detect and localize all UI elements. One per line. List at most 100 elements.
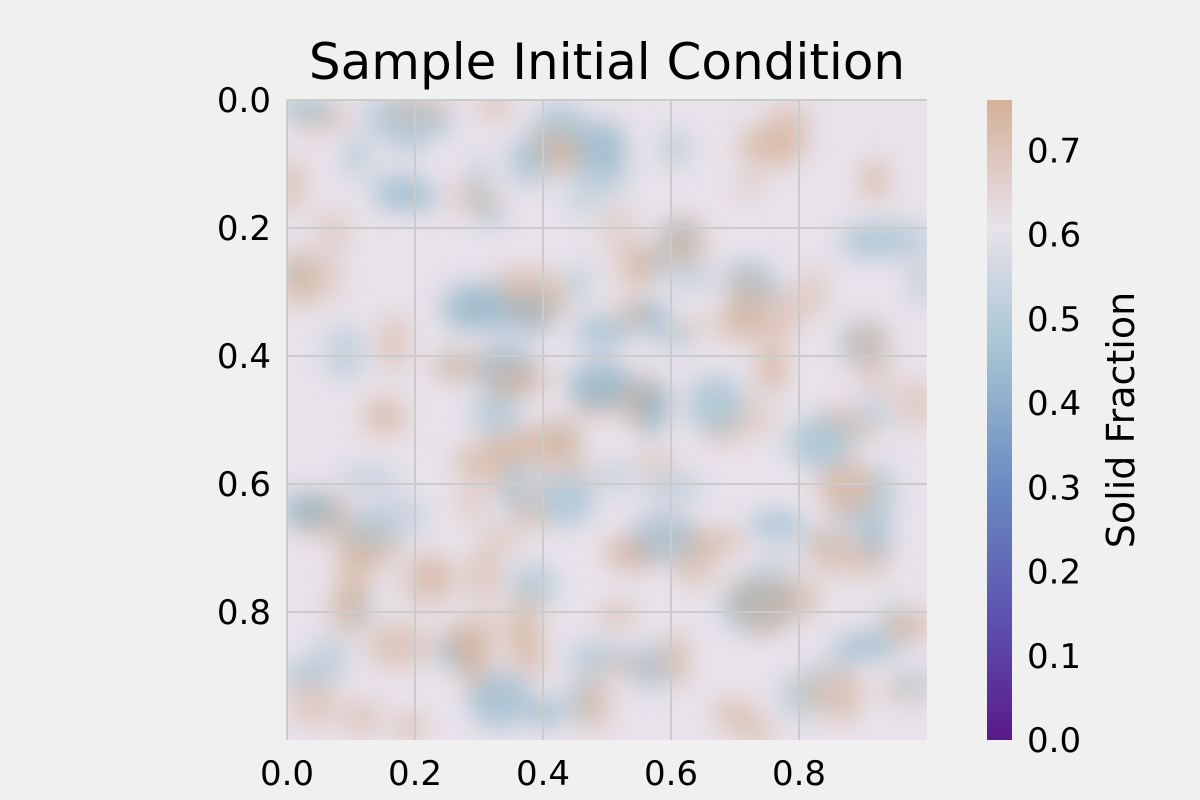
heatmap-cool-patch (909, 257, 927, 306)
heatmap-warm-patch (576, 676, 612, 732)
heatmap-warm-patch (341, 698, 382, 738)
y-tick-label: 0.8 (217, 593, 271, 633)
heatmap-warm-patch (287, 249, 322, 306)
heatmap-warm-patch (526, 421, 583, 463)
heatmap-cool-patch (573, 314, 631, 351)
heatmap-cool-patch (754, 545, 798, 575)
heatmap-cool-patch (787, 415, 853, 470)
heatmap-cool-patch (287, 260, 302, 283)
heatmap-warm-patch (394, 714, 425, 738)
heatmap-cool-patch (877, 220, 927, 262)
heatmap-cool-patch (748, 512, 805, 537)
heatmap-warm-patch (703, 530, 745, 552)
colorbar-tick-label: 0.2 (1027, 553, 1081, 593)
heatmap-warm-patch (597, 205, 637, 247)
heatmap-warm-patch (860, 159, 889, 201)
colorbar-tick-label: 0.1 (1027, 637, 1081, 677)
y-axis-ticks: 0.0 0.2 0.4 0.6 0.8 (217, 81, 271, 633)
heatmap-cool-patch (868, 464, 896, 522)
heatmap-cool-patch (564, 261, 593, 307)
heatmap-warm-patch (456, 483, 487, 523)
heatmap-warm-patch (818, 458, 875, 515)
heatmap-warm-patch (807, 527, 848, 573)
heatmap-warm-patch (723, 573, 780, 618)
heatmap-warm-patch (757, 341, 788, 393)
heatmap-cool-patch (659, 221, 698, 243)
colorbar (987, 100, 1012, 740)
colorbar-tick-label: 0.7 (1027, 132, 1081, 172)
heatmap-cool-patch (636, 378, 669, 436)
heatmap-cool-patch (339, 507, 391, 540)
y-tick-label: 0.2 (217, 209, 271, 249)
x-tick-label: 0.6 (644, 754, 698, 794)
heatmap-warm-patch (728, 269, 764, 327)
heatmap-warm-patch (289, 675, 338, 728)
heatmap-warm-patch (734, 717, 776, 740)
heatmap-warm-patch (505, 591, 543, 645)
heatmap-warm-patch (735, 396, 775, 440)
colorbar-tick-label: 0.0 (1027, 721, 1081, 761)
x-tick-label: 0.8 (772, 754, 826, 794)
heatmap-cool-patch (564, 369, 604, 398)
heatmap-warm-patch (366, 621, 431, 669)
heatmap-warm-patch (496, 261, 521, 305)
x-tick-label: 0.4 (516, 754, 570, 794)
heatmap-field (287, 100, 927, 740)
heatmap-cool-patch (507, 292, 554, 337)
heatmap-warm-patch (412, 556, 450, 595)
heatmap-cool-patch (287, 490, 339, 530)
heatmap-warm-patch (478, 524, 522, 553)
colorbar-ticks: 0.0 0.1 0.2 0.3 0.4 0.5 0.6 0.7 (1027, 132, 1081, 761)
y-tick-label: 0.6 (217, 465, 271, 505)
heatmap-warm-patch (314, 209, 352, 249)
y-tick-label: 0.4 (217, 337, 271, 377)
heatmap-cool-patch (531, 698, 561, 728)
colorbar-tick-label: 0.6 (1027, 216, 1081, 256)
heatmap-warm-patch (378, 313, 410, 374)
heatmap-cool-patch (337, 466, 398, 491)
heatmap-warm-patch (797, 668, 865, 716)
heatmap-cool-patch (507, 135, 550, 186)
heatmap-warm-patch (798, 266, 828, 319)
plot-area (287, 100, 927, 740)
heatmap-cool-patch (642, 474, 704, 500)
heatmap-warm-patch (431, 351, 489, 382)
heatmap-cool-patch (631, 509, 697, 563)
heatmap-cool-patch (672, 257, 714, 294)
heatmap-cool-patch (466, 394, 514, 423)
colorbar-tick-label: 0.5 (1027, 300, 1081, 340)
heatmap-warm-patch (479, 100, 510, 122)
heatmap-cool-patch (323, 325, 367, 381)
heatmap-warm-patch (891, 379, 927, 428)
heatmap-warm-patch (769, 576, 821, 622)
heatmap-cool-patch (535, 472, 596, 527)
heatmap-cool-patch (859, 514, 892, 559)
x-tick-label: 0.0 (260, 754, 314, 794)
heatmap-cool-patch (645, 325, 695, 351)
grid-lines (286, 99, 927, 740)
heatmap-cool-patch (577, 120, 627, 174)
heatmap-warm-patch (663, 631, 689, 688)
heatmap-warm-patch (440, 623, 476, 656)
heatmap-warm-patch (287, 159, 306, 212)
heatmap-cool-patch (889, 667, 927, 701)
heatmap-cool-patch (469, 684, 494, 719)
heatmap-cool-patch (629, 642, 670, 692)
heatmap-cool-patch (440, 282, 487, 334)
heatmap-cool-patch (659, 129, 690, 168)
heatmap-cool-patch (467, 152, 492, 212)
heatmap-warm-patch (388, 100, 453, 126)
heatmap-warm-patch (737, 122, 805, 169)
chart-title: Sample Initial Condition (309, 33, 905, 91)
heatmap-warm-patch (337, 544, 373, 599)
heatmap-cool-patch (686, 374, 746, 433)
heatmap-warm-patch (361, 396, 407, 437)
heatmap-cool-patch (594, 460, 637, 493)
heatmap-warm-patch (464, 548, 503, 600)
heatmap-cool-patch (371, 168, 429, 205)
heatmap-warm-patch (491, 429, 537, 464)
heatmap-warm-patch (318, 246, 343, 304)
heatmap-warm-patch (884, 611, 927, 641)
heatmap-cool-patch (341, 134, 373, 178)
